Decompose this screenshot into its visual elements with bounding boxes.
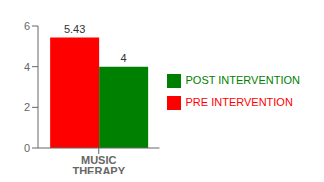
html-text:PRE INTERVENTION: PRE INTERVENTION — [185, 96, 293, 108]
svg-text:0: 0 — [24, 142, 30, 154]
html-text:POST INTERVENTION: POST INTERVENTION — [185, 74, 300, 86]
svg-text:4: 4 — [24, 61, 30, 73]
svg-text:2: 2 — [24, 101, 30, 113]
svg-text:4: 4 — [121, 52, 127, 64]
svg-text:5.43: 5.43 — [64, 23, 85, 35]
svg-text:MUSICTHERAPY: MUSICTHERAPY — [72, 154, 125, 174]
svg-text:6: 6 — [24, 20, 30, 32]
